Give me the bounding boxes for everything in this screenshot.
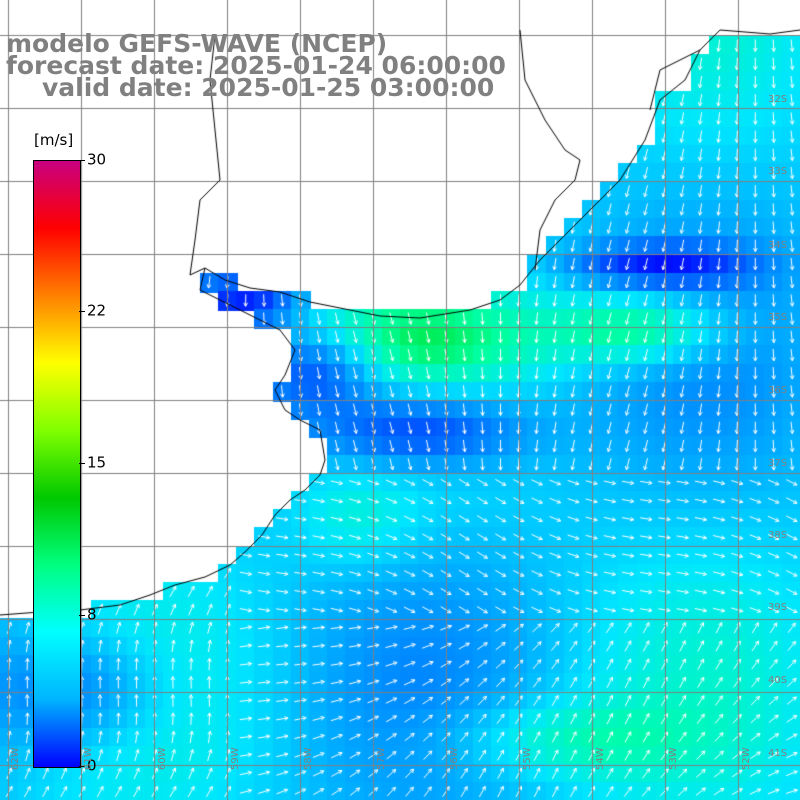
lat-label: 36S — [768, 385, 788, 396]
colorbar-tick — [79, 463, 85, 464]
lon-label: 54W — [595, 747, 606, 770]
lat-label: 34S — [768, 240, 788, 251]
lat-label: 40S — [768, 675, 788, 686]
lon-label: 58W — [303, 747, 314, 770]
colorbar-unit-label: [m/s] — [34, 131, 74, 149]
valid-date-title: valid date: 2025-01-25 03:00:00 — [42, 73, 495, 102]
lat-label: 41S — [768, 748, 788, 759]
lon-label: 57W — [376, 747, 387, 770]
lat-label: 37S — [768, 458, 788, 469]
lon-label: 62W — [10, 747, 21, 770]
colorbar-label-30: 30 — [87, 150, 107, 169]
forecast-date-title: forecast date: 2025-01-24 06:00:00 — [6, 51, 506, 80]
colorbar-tick — [79, 615, 85, 616]
lon-label: 61W — [83, 747, 94, 770]
lat-label: 32S — [768, 94, 788, 105]
colorbar-label-22: 22 — [87, 301, 107, 320]
lon-label: 60W — [157, 747, 168, 770]
lon-label: 53W — [668, 747, 679, 770]
colorbar-tick — [79, 766, 85, 767]
lat-label: 33S — [768, 166, 788, 177]
lat-label: 35S — [768, 312, 788, 323]
lat-label: 39S — [768, 602, 788, 613]
colorbar-label-0: 0 — [87, 756, 97, 775]
lon-label: 59W — [230, 747, 241, 770]
lon-label: 52W — [741, 747, 752, 770]
colorbar — [33, 160, 81, 768]
colorbar-tick — [79, 311, 85, 312]
lat-label: 38S — [768, 530, 788, 541]
model-title: modelo GEFS-WAVE (NCEP) — [6, 29, 388, 58]
colorbar-label-15: 15 — [87, 453, 107, 472]
lon-label: 56W — [449, 747, 460, 770]
lon-label: 55W — [522, 747, 533, 770]
colorbar-tick — [79, 160, 85, 161]
colorbar-label-8: 8 — [87, 605, 97, 624]
